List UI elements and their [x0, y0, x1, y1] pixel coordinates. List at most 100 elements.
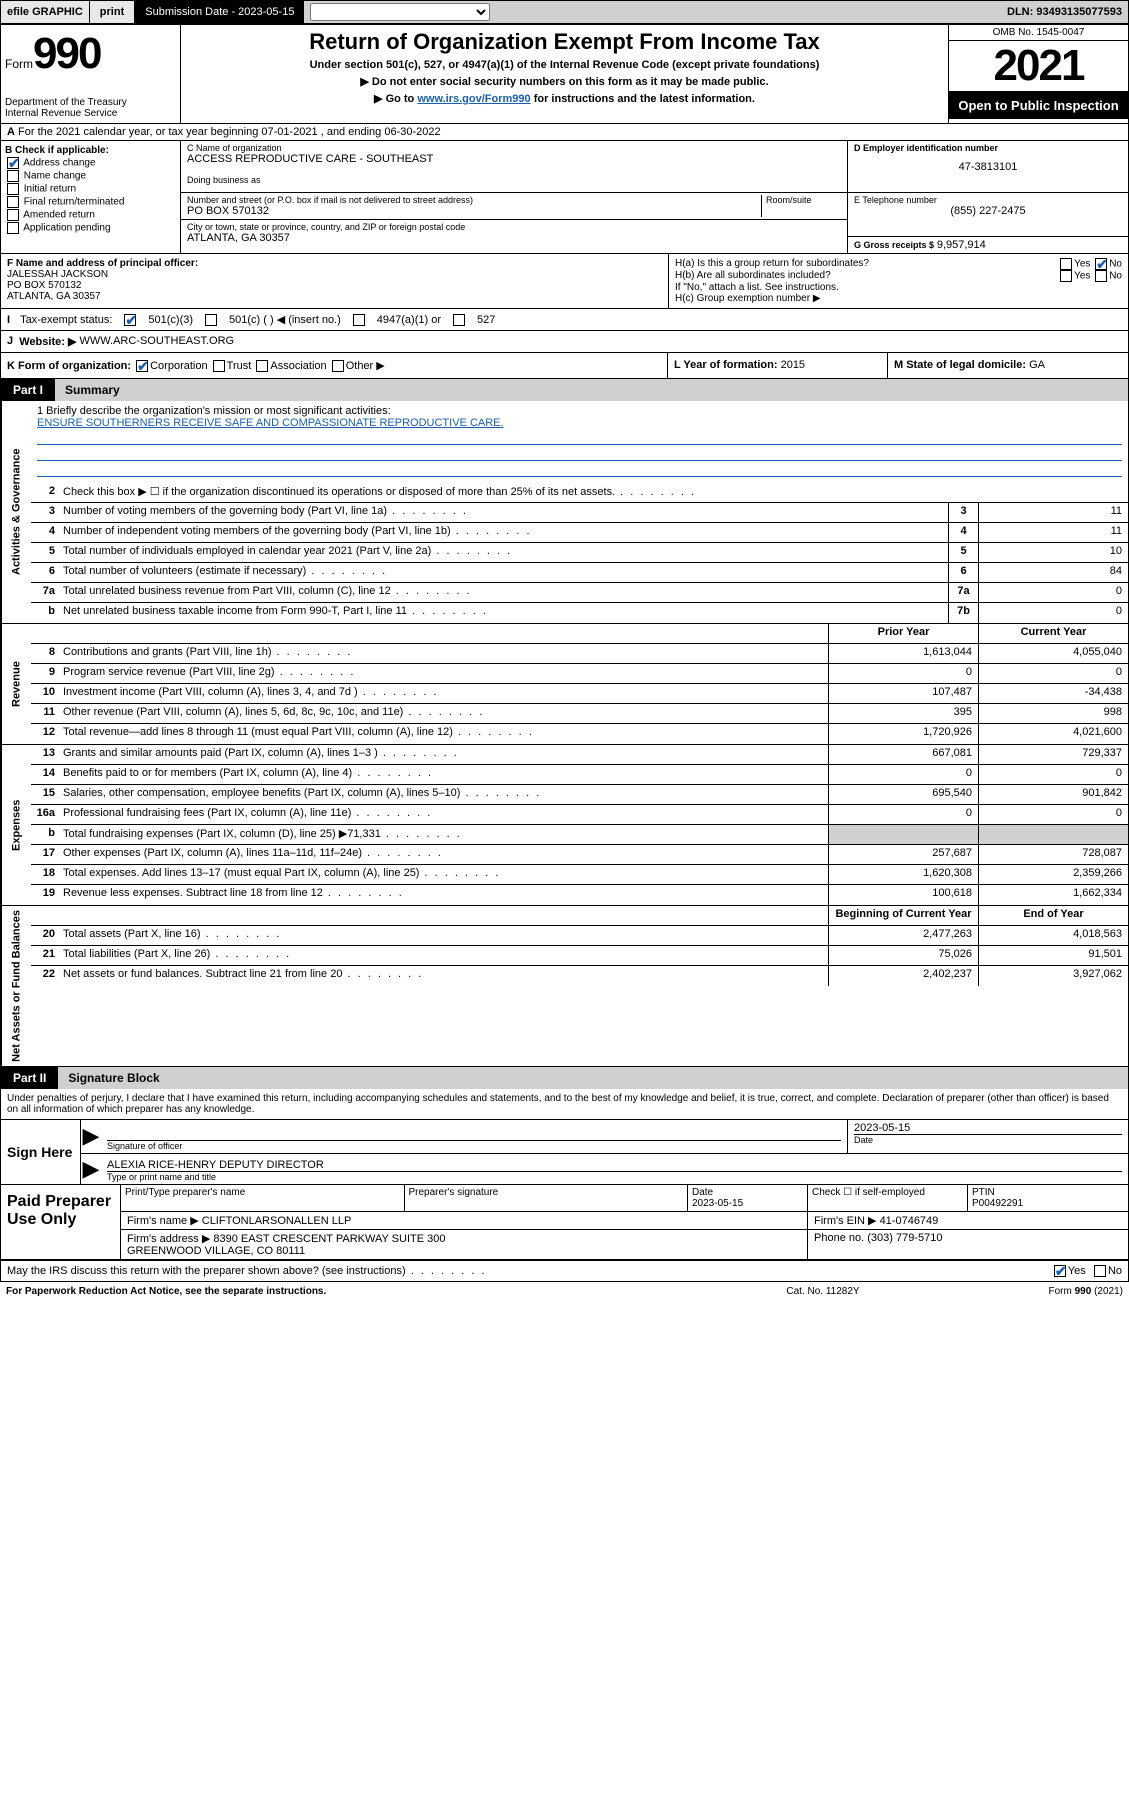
header-left: Form 990 Department of the Treasury Inte… [1, 25, 181, 123]
city-label: City or town, state or province, country… [187, 222, 841, 232]
table-row: 14Benefits paid to or for members (Part … [31, 765, 1128, 785]
arrow-icon: ▶ [81, 1120, 101, 1153]
check-name-change[interactable]: Name change [5, 170, 176, 182]
discuss-no: No [1108, 1265, 1122, 1277]
table-row: 21Total liabilities (Part X, line 26)75,… [31, 946, 1128, 966]
sign-here-row: Sign Here ▶ Signature of officer 2023-05… [1, 1120, 1128, 1185]
row-i-tax-status: I Tax-exempt status: 501(c)(3) 501(c) ( … [1, 309, 1128, 331]
col-current-year: Current Year [978, 624, 1128, 643]
k2-label: L Year of formation: [674, 359, 778, 371]
arrow-line-1: ▶ Do not enter social security numbers o… [189, 75, 940, 88]
check-initial-return[interactable]: Initial return [5, 183, 176, 195]
form-word: Form [5, 57, 33, 71]
table-row: 6Total number of volunteers (estimate if… [31, 563, 1128, 583]
form-container: Form 990 Department of the Treasury Inte… [0, 24, 1129, 1282]
col-end-year: End of Year [978, 906, 1128, 925]
firm-addr-label: Firm's address ▶ [127, 1233, 210, 1245]
hb-no: No [1109, 271, 1122, 282]
row-a-period: A For the 2021 calendar year, or tax yea… [1, 124, 1128, 141]
ptin-value: P00492291 [972, 1198, 1023, 1209]
addr-label: Number and street (or P.O. box if mail i… [187, 195, 761, 205]
org-name: ACCESS REPRODUCTIVE CARE - SOUTHEAST [187, 153, 841, 165]
year-formation: L Year of formation: 2015 [668, 353, 888, 378]
k2-value: 2015 [781, 359, 805, 371]
part1-header: Part I Summary [1, 379, 1128, 401]
table-row: 7aTotal unrelated business revenue from … [31, 583, 1128, 603]
opt-501c3: 501(c)(3) [148, 314, 193, 326]
table-row: 8Contributions and grants (Part VIII, li… [31, 644, 1128, 664]
officer-label: F Name and address of principal officer: [7, 258, 198, 269]
open-public-badge: Open to Public Inspection [949, 92, 1128, 119]
ein-label: D Employer identification number [854, 143, 998, 153]
part2-title: Signature Block [58, 1067, 1128, 1089]
firm-phone-label: Phone no. [814, 1232, 864, 1244]
hb-note: If "No," attach a list. See instructions… [675, 282, 1122, 293]
opt-4947: 4947(a)(1) or [377, 314, 441, 326]
search-select[interactable] [310, 3, 490, 21]
table-row: 15Salaries, other compensation, employee… [31, 785, 1128, 805]
firm-name: CLIFTONLARSONALLEN LLP [202, 1215, 352, 1227]
part1-num: Part I [1, 383, 55, 397]
arrow2-post: for instructions and the latest informat… [531, 93, 755, 105]
sig-date-label: Date [854, 1134, 1122, 1145]
prep-date-hdr: Date [692, 1187, 713, 1198]
table-row: 4Number of independent voting members of… [31, 523, 1128, 543]
firm-ein: 41-0746749 [880, 1215, 939, 1227]
check-address-change[interactable]: Address change [5, 157, 176, 169]
prep-date-val: 2023-05-15 [692, 1198, 743, 1209]
table-row: 19Revenue less expenses. Subtract line 1… [31, 885, 1128, 905]
discuss-question: May the IRS discuss this return with the… [7, 1265, 1052, 1277]
table-row: 5Total number of individuals employed in… [31, 543, 1128, 563]
arrow-line-2: ▶ Go to www.irs.gov/Form990 for instruct… [189, 92, 940, 105]
print-button[interactable]: print [90, 1, 135, 23]
col-c-right: D Employer identification number 47-3813… [848, 141, 1128, 253]
col-begin-year: Beginning of Current Year [828, 906, 978, 925]
col-c: C Name of organization ACCESS REPRODUCTI… [181, 141, 1128, 253]
efile-label: efile GRAPHIC [1, 1, 90, 23]
governance-section: Activities & Governance 1 Briefly descri… [1, 401, 1128, 624]
website-value: WWW.ARC-SOUTHEAST.ORG [79, 335, 234, 348]
na-header-row: Beginning of Current Year End of Year [31, 906, 1128, 926]
footer-form: Form 990 (2021) [923, 1286, 1123, 1297]
table-row: 17Other expenses (Part IX, column (A), l… [31, 845, 1128, 865]
header-right: OMB No. 1545-0047 2021 Open to Public In… [948, 25, 1128, 123]
check-amended[interactable]: Amended return [5, 209, 176, 221]
hb-label: H(b) Are all subordinates included? [675, 270, 831, 282]
k1-trust: Trust [227, 360, 252, 372]
row-k: K Form of organization: Corporation Trus… [1, 353, 1128, 379]
header-mid: Return of Organization Exempt From Incom… [181, 25, 948, 123]
dept-label: Department of the Treasury Internal Reve… [5, 97, 176, 119]
paid-grid: Print/Type preparer's name Preparer's si… [121, 1185, 1128, 1212]
hc-label: H(c) Group exemption number ▶ [675, 293, 1122, 304]
vtab-expenses: Expenses [1, 745, 31, 905]
gross-value: 9,957,914 [937, 239, 986, 251]
sig-name-label: Type or print name and title [107, 1171, 1122, 1182]
table-row: 13Grants and similar amounts paid (Part … [31, 745, 1128, 765]
check-app-pending[interactable]: Application pending [5, 222, 176, 234]
sig-name-value: ALEXIA RICE-HENRY DEPUTY DIRECTOR [107, 1159, 1122, 1171]
tel-label: E Telephone number [854, 195, 1122, 205]
mission-value: ENSURE SOUTHERNERS RECEIVE SAFE AND COMP… [37, 417, 1122, 429]
form-header: Form 990 Department of the Treasury Inte… [1, 25, 1128, 124]
tel-value: (855) 227-2475 [854, 205, 1122, 217]
submission-date: Submission Date - 2023-05-15 [135, 1, 304, 23]
officer-addr1: PO BOX 570132 [7, 280, 82, 291]
opt-501c: 501(c) ( ) ◀ (insert no.) [229, 313, 341, 326]
netassets-section: Net Assets or Fund Balances Beginning of… [1, 906, 1128, 1067]
prep-selfemp: Check ☐ if self-employed [808, 1185, 968, 1212]
k3-label: M State of legal domicile: [894, 359, 1026, 371]
col-b-title: B Check if applicable: [5, 145, 109, 156]
officer-addr2: ATLANTA, GA 30357 [7, 291, 101, 302]
main-info-grid: B Check if applicable: Address change Na… [1, 141, 1128, 254]
check-final-return[interactable]: Final return/terminated [5, 196, 176, 208]
mission-label: 1 Briefly describe the organization's mi… [37, 405, 1122, 417]
table-row: 9Program service revenue (Part VIII, lin… [31, 664, 1128, 684]
irs-link[interactable]: www.irs.gov/Form990 [417, 93, 530, 105]
sign-here-label: Sign Here [1, 1120, 81, 1184]
table-row: bTotal fundraising expenses (Part IX, co… [31, 825, 1128, 845]
row-f: F Name and address of principal officer:… [1, 254, 1128, 309]
may-discuss-row: May the IRS discuss this return with the… [1, 1260, 1128, 1281]
prep-sig-hdr: Preparer's signature [405, 1185, 689, 1212]
state-domicile: M State of legal domicile: GA [888, 353, 1128, 378]
ein-value: 47-3813101 [854, 161, 1122, 173]
